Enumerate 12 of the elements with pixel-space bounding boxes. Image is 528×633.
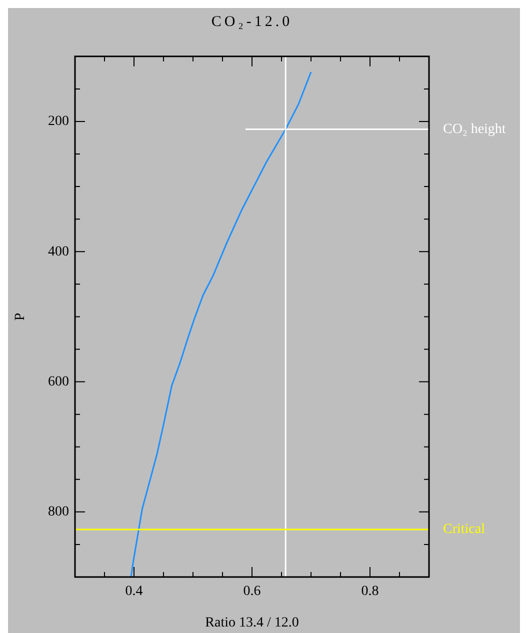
y-axis-title: P bbox=[13, 312, 28, 321]
x-tick-label: 0.6 bbox=[243, 584, 261, 600]
y-tick-label: 400 bbox=[48, 244, 69, 260]
y-tick-label: 200 bbox=[48, 114, 69, 130]
chart-title: CO₂-12.0 bbox=[210, 14, 294, 31]
ref-line-label: Critical bbox=[443, 522, 486, 538]
y-tick-label: 800 bbox=[48, 504, 69, 520]
y-tick-label: 600 bbox=[48, 374, 69, 390]
series-label: CO₂ height bbox=[443, 122, 506, 137]
x-tick-label: 0.8 bbox=[361, 584, 379, 600]
x-axis-title: Ratio 13.4 / 12.0 bbox=[205, 615, 299, 630]
x-tick-label: 0.4 bbox=[125, 584, 143, 600]
